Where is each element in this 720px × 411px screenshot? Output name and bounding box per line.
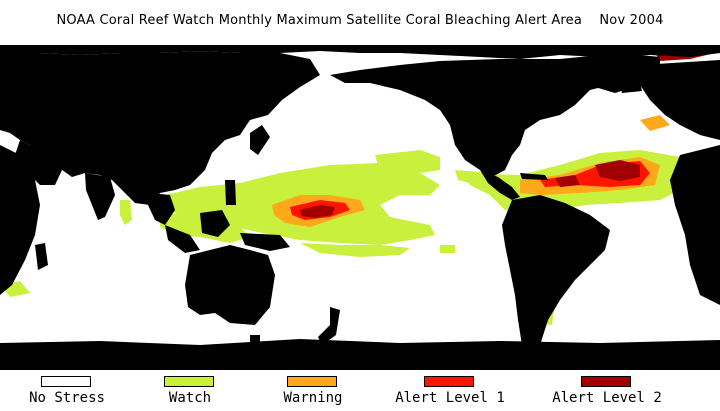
land-japan [250, 125, 270, 155]
watch-area-indian-ocean-west [120, 200, 132, 225]
alert2-area-caribbean [595, 160, 640, 181]
land-australia [185, 245, 275, 325]
land-central-america [480, 170, 520, 200]
legend-label-alert-level-2: Alert Level 2 [552, 390, 662, 406]
legend-swatch-alert-level-2 [581, 376, 631, 387]
alert2-area-central-pacific [300, 205, 335, 218]
warning-area-atlantic-north [640, 115, 670, 131]
land-arctic-north [0, 45, 720, 59]
land-north-america [330, 59, 620, 177]
legend-label-no-stress: No Stress [29, 390, 105, 406]
land-new-guinea [240, 233, 290, 251]
land-arabia [15, 140, 62, 185]
world-map [0, 45, 720, 370]
land-madagascar [35, 243, 48, 270]
land-eurasia [0, 51, 320, 205]
land-iceland [620, 83, 642, 93]
map-title: NOAA Coral Reef Watch Monthly Maximum Sa… [56, 13, 664, 28]
legend-swatch-warning [287, 376, 337, 387]
legend-label-watch: Watch [168, 390, 212, 406]
land-philippines [225, 180, 236, 205]
land [0, 45, 720, 370]
legend-swatch-alert-level-1 [424, 376, 474, 387]
land-sumatra [165, 225, 200, 253]
watch-area-east-africa-spot [440, 245, 455, 253]
land-europe-east [640, 60, 720, 140]
land-new-zealand [318, 307, 340, 345]
legend-swatch-watch [164, 376, 214, 387]
alert2-area-caribbean-west [555, 175, 580, 187]
watch-area-north-pacific-band [375, 150, 440, 173]
land-africa-east [0, 145, 40, 295]
legend-label-alert-level-1: Alert Level 1 [395, 390, 505, 406]
legend-label-warning: Warning [283, 390, 343, 406]
land-southeast-asia [148, 193, 175, 225]
land-cuba [520, 173, 548, 180]
land-tasmania [250, 335, 260, 343]
land-borneo [200, 210, 230, 237]
land-greenland [560, 53, 660, 93]
land-africa-west [670, 145, 720, 305]
legend-swatch-no-stress [41, 376, 91, 387]
land-india [85, 173, 115, 220]
land-south-america [502, 195, 610, 355]
watch-area-south-pacific-band [300, 243, 410, 257]
land-antarctica [0, 339, 720, 370]
